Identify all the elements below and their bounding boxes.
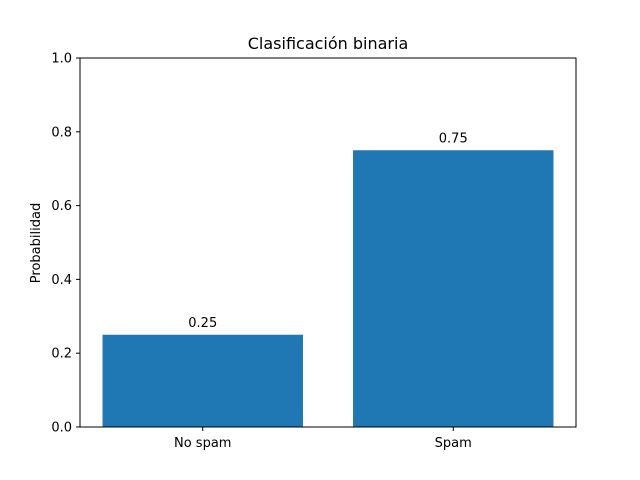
y-tick-label: 0.2 [51,347,72,362]
data-label-spam: 0.75 [439,131,468,146]
y-tick-label: 0.6 [51,199,72,214]
bar-no-spam [102,334,303,427]
x-tick-label: No spam [174,436,231,451]
plot-area-frame [79,57,577,428]
y-tick-label: 1.0 [51,52,72,67]
x-tick-label: Spam [435,436,472,451]
data-labels-layer: 0.25 0.75 [188,131,467,331]
y-axis-label: Probabilidad [29,203,44,283]
bars-layer [102,150,554,427]
x-axis-ticks: No spam Spam [174,427,472,451]
y-tick-label: 0.0 [51,421,72,436]
y-tick-label: 0.4 [51,273,72,288]
chart-title: Clasificación binaria [248,34,409,53]
y-axis-ticks: 0.0 0.2 0.4 0.6 0.8 1.0 [51,52,80,436]
data-label-no-spam: 0.25 [188,316,217,331]
bar-spam [353,150,554,427]
y-tick-label: 0.8 [51,125,72,140]
